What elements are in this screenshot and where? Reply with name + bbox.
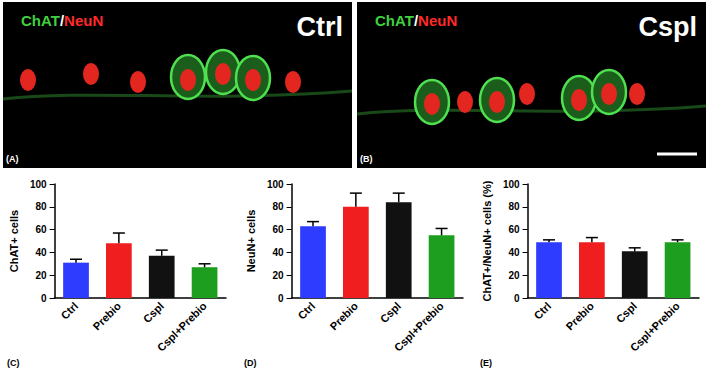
svg-text:Ctrl: Ctrl [531,300,553,322]
svg-text:NeuN+ cells: NeuN+ cells [245,210,257,273]
svg-text:0: 0 [514,293,520,304]
svg-text:(E): (E) [480,358,492,368]
svg-text:Prebio: Prebio [327,300,360,333]
svg-text:Cspl+Prebio: Cspl+Prebio [155,300,209,354]
svg-text:Prebio: Prebio [563,300,596,333]
svg-text:40: 40 [508,247,520,258]
svg-text:Cspl: Cspl [638,12,697,42]
svg-text:Cspl+Prebio: Cspl+Prebio [392,300,446,354]
svg-text:20: 20 [35,270,47,281]
svg-text:40: 40 [272,247,284,258]
svg-text:100: 100 [503,179,520,190]
svg-text:ChAT+ cells: ChAT+ cells [8,210,20,272]
svg-text:ChAT/NeuN: ChAT/NeuN [21,12,103,29]
svg-text:Cspl: Cspl [141,300,166,325]
svg-text:ChAT+/NeuN+ cells (%): ChAT+/NeuN+ cells (%) [481,180,493,301]
svg-text:100: 100 [30,179,47,190]
svg-text:(A): (A) [6,154,19,164]
svg-text:20: 20 [508,270,520,281]
svg-text:Cspl: Cspl [614,300,639,325]
svg-text:ChAT/NeuN: ChAT/NeuN [375,12,457,29]
svg-text:60: 60 [272,224,284,235]
svg-text:Cspl+Prebio: Cspl+Prebio [628,300,682,354]
svg-text:(C): (C) [7,358,20,368]
svg-text:100: 100 [267,179,284,190]
svg-text:80: 80 [35,201,47,212]
svg-text:0: 0 [41,293,47,304]
svg-text:20: 20 [272,270,284,281]
svg-text:80: 80 [272,201,284,212]
svg-text:80: 80 [508,201,520,212]
svg-text:Ctrl: Ctrl [58,300,80,322]
svg-text:0: 0 [278,293,284,304]
svg-text:Cspl: Cspl [378,300,403,325]
svg-text:40: 40 [35,247,47,258]
svg-text:(B): (B) [360,154,373,164]
svg-text:60: 60 [35,224,47,235]
svg-text:60: 60 [508,224,520,235]
svg-text:Prebio: Prebio [90,300,123,333]
svg-text:Ctrl: Ctrl [295,300,317,322]
svg-text:(D): (D) [244,358,257,368]
svg-text:Ctrl: Ctrl [297,12,344,42]
